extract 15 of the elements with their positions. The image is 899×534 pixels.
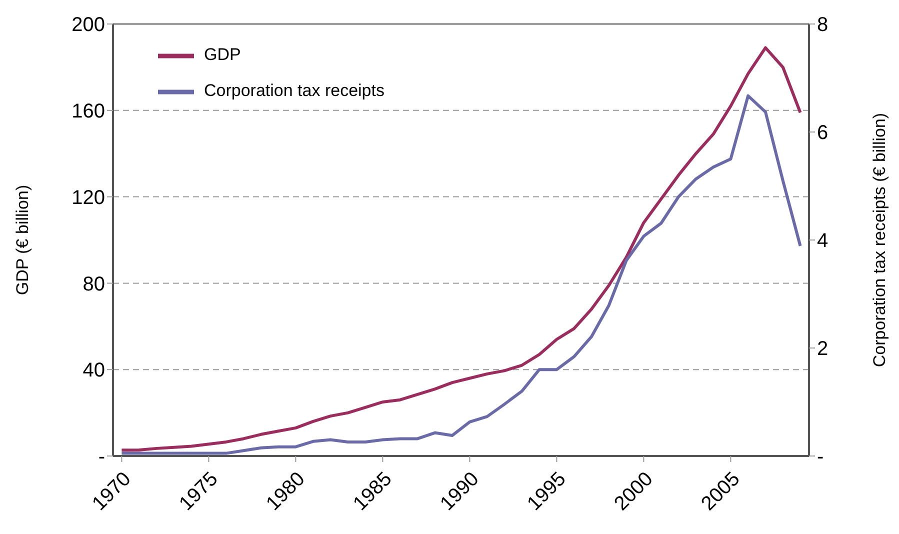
y2-tick-label: 8 (817, 14, 828, 36)
y2-tick-label: 4 (817, 230, 828, 252)
y2-tick-label: 6 (817, 122, 828, 144)
y-tick-label: 120 (72, 186, 105, 209)
y-tick-label: - (98, 446, 105, 468)
y2-tick-label: - (817, 446, 824, 468)
y2-axis-title: Corporation tax receipts (€ billion) (870, 112, 890, 368)
y-tick-label: 40 (82, 360, 105, 382)
y2-tick-label: 2 (817, 338, 828, 360)
y-tick-label: 160 (72, 100, 105, 122)
y-axis-title: GDP (€ billion) (13, 184, 32, 296)
y-tick-label: 200 (72, 14, 105, 36)
legend-label: GDP (204, 45, 241, 64)
legend-label: Corporation tax receipts (204, 81, 384, 100)
y-tick-label: 80 (82, 273, 105, 296)
